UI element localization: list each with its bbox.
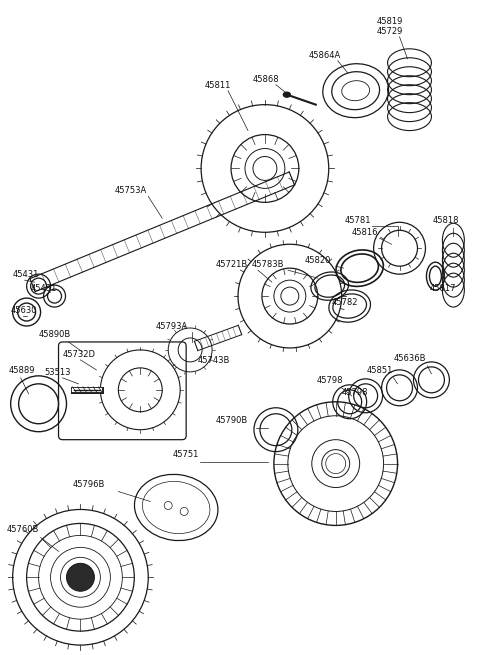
Text: 45816: 45816 [351, 229, 378, 237]
Text: 45817: 45817 [430, 284, 456, 293]
Text: 53513: 53513 [45, 368, 71, 377]
Text: 45793A: 45793A [156, 322, 188, 331]
Text: 45820: 45820 [305, 256, 331, 265]
Ellipse shape [283, 92, 290, 97]
Text: 45743B: 45743B [198, 356, 230, 365]
Text: 45796B: 45796B [72, 479, 105, 489]
Text: 45636B: 45636B [393, 354, 426, 363]
Text: 45890B: 45890B [38, 330, 71, 339]
Text: 45783B: 45783B [252, 260, 284, 269]
Text: 45790B: 45790B [216, 416, 248, 424]
Text: 45721B: 45721B [216, 260, 248, 269]
Text: 45864A: 45864A [309, 51, 341, 60]
Text: 45431: 45431 [31, 284, 57, 293]
Text: 45751: 45751 [173, 449, 199, 458]
Text: 45819: 45819 [376, 17, 403, 26]
Text: 45760B: 45760B [6, 525, 39, 534]
Text: 45798: 45798 [316, 376, 343, 385]
Text: 45782: 45782 [332, 298, 358, 307]
Text: 45732D: 45732D [62, 350, 96, 359]
Text: 45630: 45630 [11, 306, 37, 315]
Text: 45753A: 45753A [114, 187, 146, 195]
Text: 45868: 45868 [252, 75, 279, 84]
Text: 45729: 45729 [376, 27, 403, 36]
Text: 45781: 45781 [345, 216, 371, 225]
Text: 45811: 45811 [205, 81, 231, 90]
Text: 45851: 45851 [366, 366, 393, 375]
Text: 45431: 45431 [12, 270, 39, 279]
Text: 45818: 45818 [432, 216, 459, 225]
Circle shape [67, 563, 95, 591]
Text: 45798: 45798 [342, 388, 368, 397]
Text: 45889: 45889 [9, 366, 35, 375]
